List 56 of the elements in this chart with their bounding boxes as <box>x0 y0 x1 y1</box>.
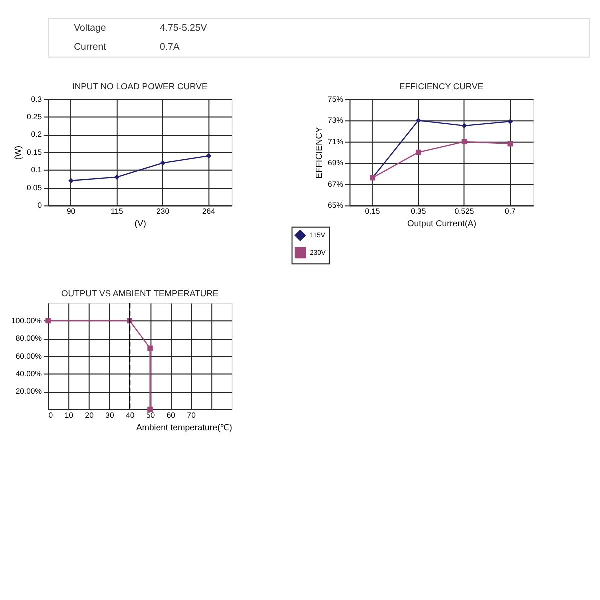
x-tick-label: 0.15 <box>365 206 380 216</box>
x-tick-label: 0.7 <box>505 206 516 216</box>
x-tick-label: 264 <box>202 206 216 216</box>
y-tick-label: 69% <box>328 158 344 168</box>
y-tick-label: 67% <box>328 180 344 189</box>
y-tick-label: 80.00% <box>16 334 42 344</box>
text: Voltage <box>74 22 106 34</box>
x-axis-title: Ambient temperature(℃) <box>136 422 232 432</box>
point <box>46 318 51 324</box>
x-tick-label: 0.525 <box>454 206 474 216</box>
x-tick-label: 30 <box>106 410 114 420</box>
x-tick-label: 0 <box>48 410 54 420</box>
x-tick-label: 70 <box>187 410 196 420</box>
y-tick-label: 0.15 <box>27 148 42 157</box>
x-tick-label: 115 <box>110 206 124 216</box>
x-tick-label: 40 <box>126 410 135 420</box>
x-tick-label: 50 <box>146 410 156 420</box>
point <box>114 174 120 180</box>
chart-title: EFFICIENCY CURVE <box>399 82 484 92</box>
y-axis-title: EFFICIENCY <box>314 126 324 179</box>
y-tick-label: 71% <box>328 137 344 146</box>
x-axis-title: Output Current(A) <box>408 218 477 228</box>
x-tick-label: 90 <box>66 206 76 216</box>
y-tick-label: 0.05 <box>27 183 42 192</box>
x-tick-label: 10 <box>64 410 74 420</box>
x-tick-label: 20 <box>85 410 94 420</box>
point <box>68 178 74 184</box>
y-tick-label: 20.00% <box>16 387 42 396</box>
point <box>508 119 514 124</box>
text: Current <box>74 42 107 54</box>
x-tick-label: 60 <box>166 410 176 420</box>
y-tick-label: 75% <box>328 94 344 104</box>
y-tick-label: 0.1 <box>31 166 42 175</box>
point <box>206 153 212 159</box>
x-tick-label: 0.35 <box>411 206 426 216</box>
y-tick-label: 40.00% <box>16 370 42 379</box>
y-axis-title: (W) <box>13 146 24 160</box>
point <box>148 406 153 412</box>
y-tick-label: 65% <box>328 201 344 210</box>
point <box>508 141 514 147</box>
y-tick-label: 100.00% <box>12 316 42 326</box>
y-tick-label: 0.2 <box>31 130 42 140</box>
point <box>416 118 422 124</box>
y-tick-label: 60.00% <box>16 352 42 361</box>
x-axis-title: (V) <box>134 218 146 228</box>
y-tick-label: 73% <box>328 116 344 126</box>
text: 0.7A <box>160 42 180 54</box>
text: 4.75-5.25V <box>160 22 208 34</box>
chart-title: OUTPUT VS AMBIENT TEMPERATURE <box>61 288 219 299</box>
point <box>462 123 468 129</box>
x-tick-label: 230 <box>156 206 170 216</box>
y-tick-label: 0.25 <box>27 112 42 122</box>
y-tick-label: 0.3 <box>31 94 42 104</box>
chart-title: INPUT NO LOAD POWER CURVE <box>72 82 208 92</box>
point <box>148 346 153 352</box>
point <box>160 160 166 166</box>
